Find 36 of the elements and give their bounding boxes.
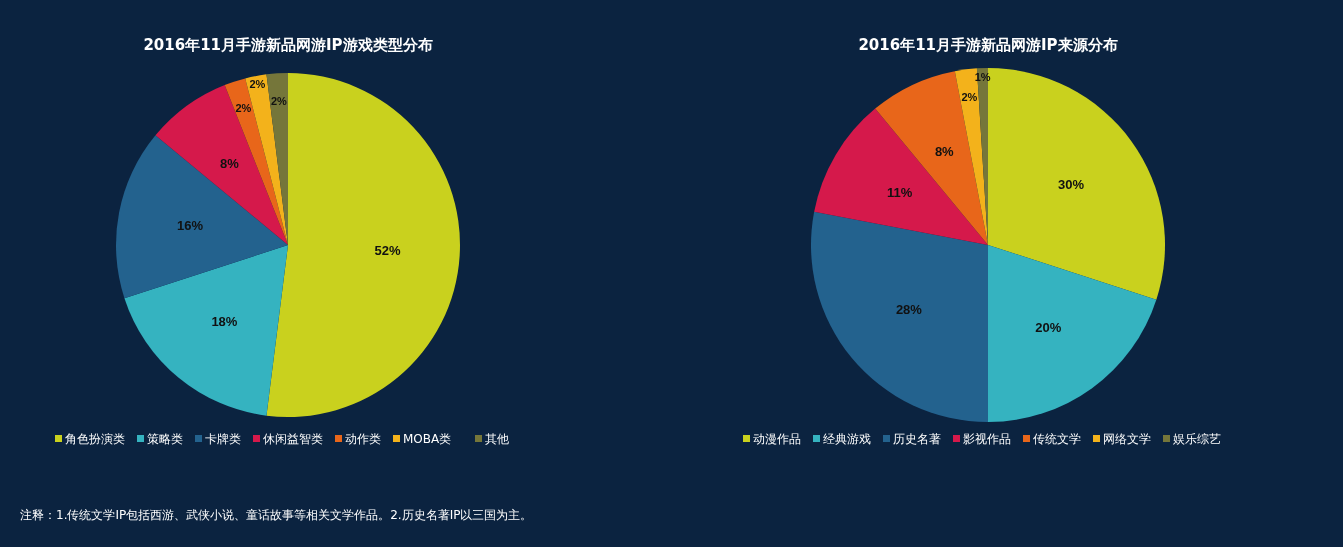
legend-label: 影视作品 xyxy=(963,432,1011,446)
data-label: 52% xyxy=(374,243,402,259)
legend-label: MOBA类 xyxy=(403,432,452,446)
legend-label: 经典游戏 xyxy=(823,432,871,446)
legend-label: 历史名著 xyxy=(893,432,941,446)
data-label: 28% xyxy=(895,302,923,318)
data-label: 8% xyxy=(219,156,240,172)
legend-label: 网络文学 xyxy=(1103,432,1151,446)
data-label: 11% xyxy=(886,184,913,200)
legend-label: 卡牌类 xyxy=(205,432,241,446)
chart-title: 2016年11月手游新品网游IP来源分布 xyxy=(858,36,1118,54)
data-label: 20% xyxy=(1035,320,1062,336)
legend-label: 动漫作品 xyxy=(753,432,801,446)
text: 注释：1.传统文学IP包括西游、武侠小说、童话故事等相关文学作品。2.历史名著IP以三国为主。 xyxy=(20,508,533,522)
pie-slice xyxy=(814,108,988,245)
legend-label: 休闲益智类 xyxy=(263,432,323,446)
data-label: 2% xyxy=(270,94,288,107)
pie-slice xyxy=(116,135,288,299)
data-label: 30% xyxy=(1058,176,1085,192)
legend-label: 动作类 xyxy=(345,432,381,446)
chart-title: 2016年11月手游新品网游IP游戏类型分布 xyxy=(143,36,433,54)
legend-label: 传统文学 xyxy=(1033,432,1081,446)
data-label: 8% xyxy=(934,144,955,160)
pie-slice xyxy=(266,73,460,417)
pie-slice xyxy=(988,245,1157,422)
data-label: 2% xyxy=(961,91,978,104)
data-label: 2% xyxy=(249,78,266,91)
data-label: 18% xyxy=(211,313,238,329)
data-label: 16% xyxy=(176,218,204,234)
pie-slice xyxy=(811,211,988,422)
data-label: 2% xyxy=(235,101,252,114)
legend-label: 策略类 xyxy=(147,432,183,446)
pie-slice xyxy=(124,245,288,416)
legend-label: 角色扮演类 xyxy=(65,432,125,446)
legend-label: 其他 xyxy=(485,432,509,446)
legend-label: 娱乐综艺 xyxy=(1173,432,1221,446)
